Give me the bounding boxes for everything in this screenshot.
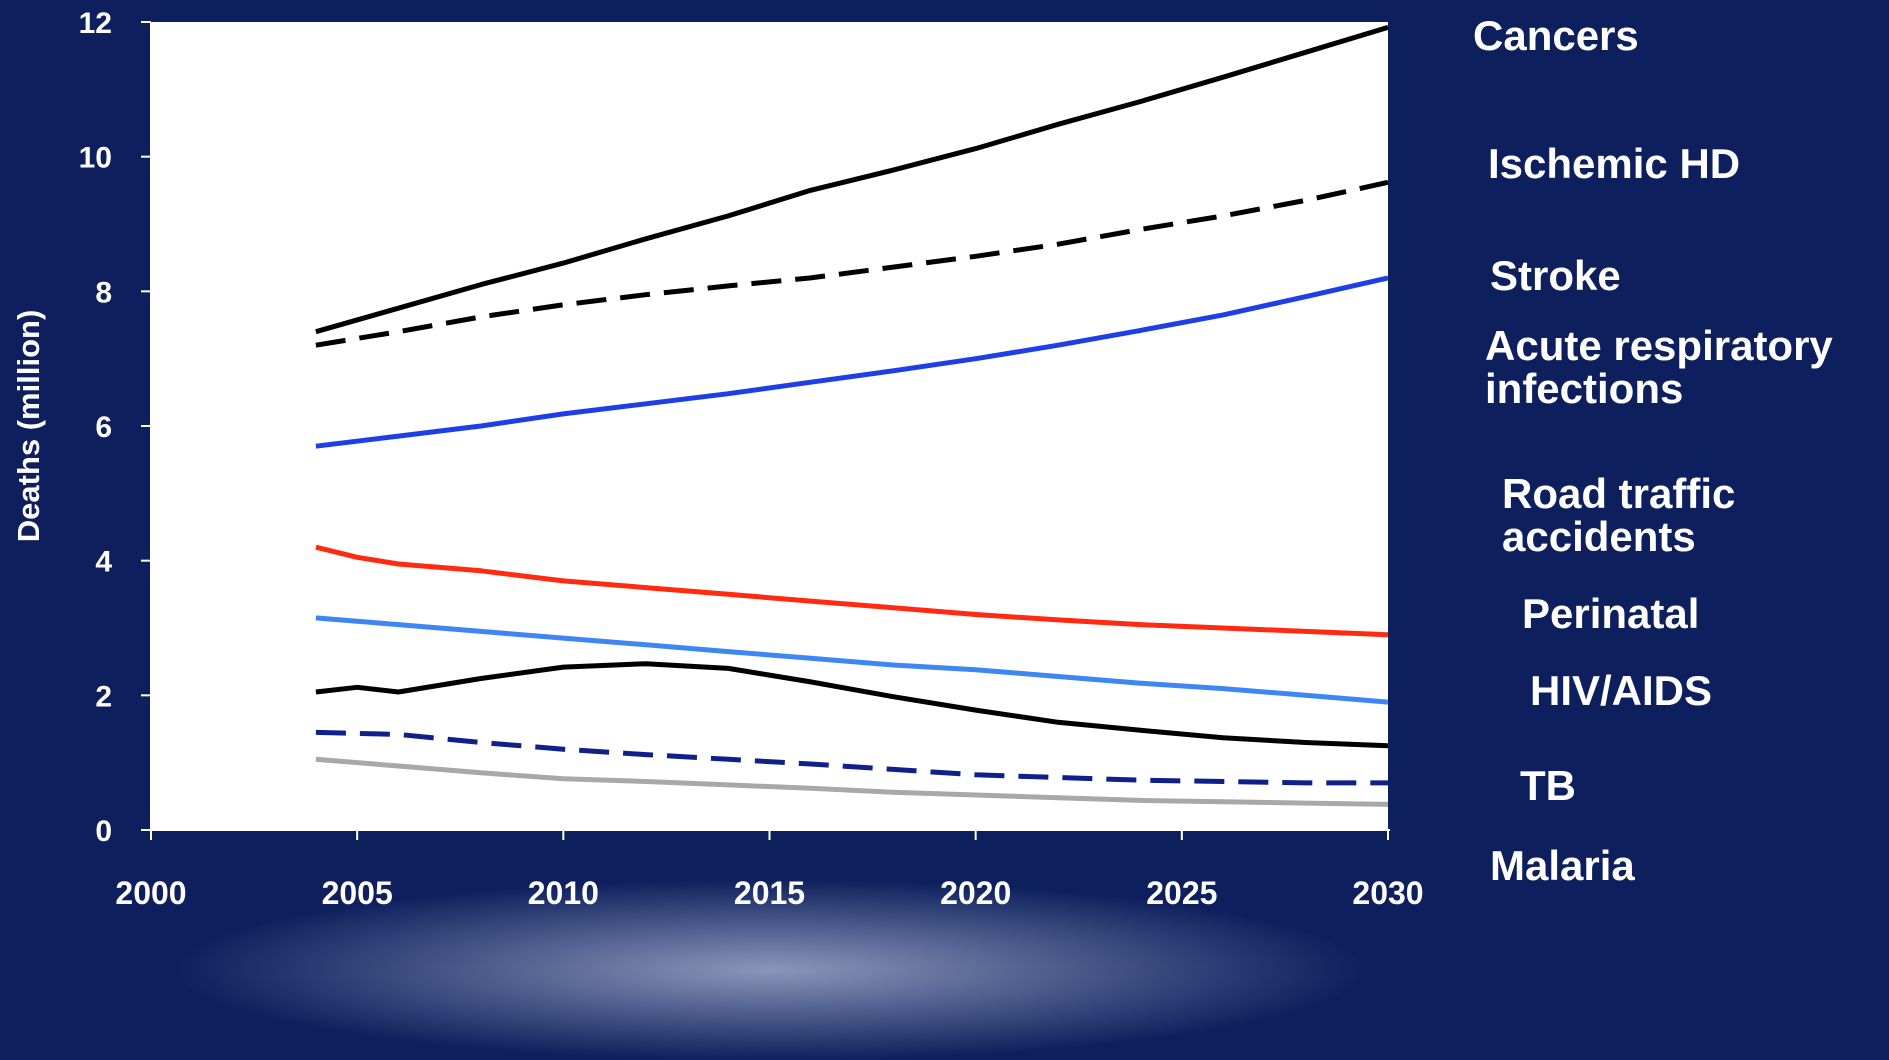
- series-label-4: Acute respiratory: [1485, 322, 1833, 369]
- series-line-4: [315, 544, 1389, 638]
- x-tick-label: 2025: [1146, 875, 1217, 910]
- series-label-2: Ischemic HD: [1488, 140, 1740, 187]
- x-tick-label: 2030: [1352, 875, 1423, 910]
- x-tick-label: 2000: [115, 875, 186, 910]
- plot-area: [151, 22, 1388, 830]
- series-label-8: TB: [1520, 762, 1576, 809]
- series-label-7: HIV/AIDS: [1530, 667, 1712, 714]
- series-line-7: [315, 729, 1388, 786]
- y-tick-label: 2: [95, 680, 112, 713]
- label-layer: Cancers Ischemic HD Stroke Acute respirator…: [1473, 12, 1833, 889]
- series-label-5: Road traffic: [1502, 470, 1735, 517]
- mortality-projection-chart: 0 2 4 6 8 10 12 2000 2005 2010 2015 2020 2025 2030 Ca…: [11, 7, 1833, 910]
- y-tick-label: 12: [79, 7, 112, 40]
- series-label-3: Stroke: [1490, 252, 1621, 299]
- y-tick-label: 4: [95, 546, 112, 579]
- series-label-9: Malaria: [1490, 842, 1635, 889]
- series-label-6: Perinatal: [1522, 590, 1699, 637]
- y-axis-title: Deaths (million): [11, 310, 46, 543]
- y-tick-label: 8: [95, 276, 112, 309]
- series-line-3: [315, 275, 1389, 449]
- y-tick-label: 10: [79, 142, 112, 175]
- axis-layer: 0 2 4 6 8 10 12 2000 2005 2010 2015 2020 2025 2030: [79, 7, 1424, 910]
- series-line-1: [315, 25, 1389, 335]
- y-tick-label: 6: [95, 411, 112, 444]
- x-tick-label: 2020: [940, 875, 1011, 910]
- x-tick-label: 2015: [734, 875, 805, 910]
- series-layer: [315, 25, 1389, 807]
- series-label-5: accidents: [1502, 513, 1696, 560]
- x-tick-label: 2005: [322, 875, 393, 910]
- y-tick-label: 0: [95, 815, 112, 848]
- series-line-2: [315, 179, 1389, 348]
- series-line-5: [315, 615, 1389, 705]
- series-line-8: [315, 756, 1389, 807]
- series-label-1: Cancers: [1473, 12, 1639, 59]
- series-line-6: [315, 661, 1389, 749]
- series-label-4: infections: [1485, 365, 1683, 412]
- x-tick-label: 2010: [528, 875, 599, 910]
